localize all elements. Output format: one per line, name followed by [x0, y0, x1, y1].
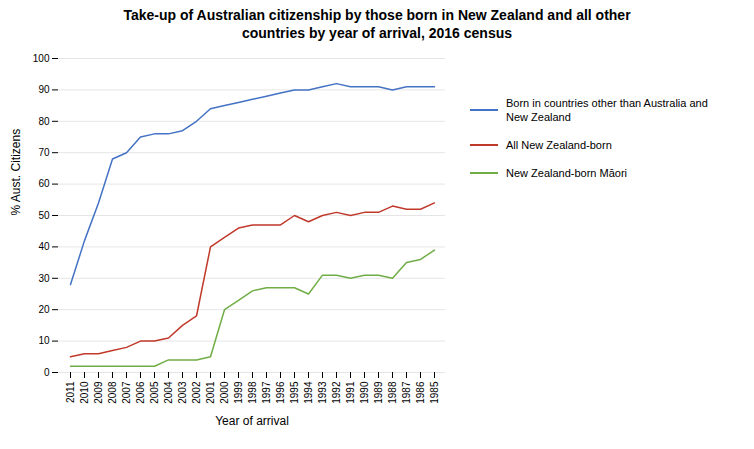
svg-text:2005: 2005: [149, 381, 160, 404]
svg-text:1988: 1988: [387, 381, 398, 404]
svg-text:2008: 2008: [107, 381, 118, 404]
svg-text:1990: 1990: [359, 381, 370, 404]
html-text:Take-up of Australian citizens: Take-up of Australian citizenship by tho…: [123, 7, 631, 41]
svg-text:2011: 2011: [65, 381, 76, 403]
svg-text:1995: 1995: [289, 381, 300, 404]
svg-text:2010: 2010: [79, 381, 90, 404]
svg-text:60: 60: [38, 178, 50, 189]
svg-text:1985: 1985: [429, 381, 440, 404]
svg-text:1989: 1989: [373, 381, 384, 404]
svg-text:1994: 1994: [303, 381, 314, 404]
svg-text:2009: 2009: [93, 381, 104, 404]
svg-text:1992: 1992: [331, 381, 342, 404]
svg-text:50: 50: [38, 210, 50, 221]
svg-text:2000: 2000: [219, 381, 230, 404]
svg-text:90: 90: [38, 84, 50, 95]
svg-text:10: 10: [38, 335, 50, 346]
html-text:All New Zealand-born: All New Zealand-born: [506, 139, 612, 151]
svg-text:2007: 2007: [121, 381, 132, 404]
svg-text:2001: 2001: [205, 381, 216, 404]
svg-text:1993: 1993: [317, 381, 328, 404]
svg-text:20: 20: [38, 304, 50, 315]
svg-text:1987: 1987: [401, 381, 412, 404]
svg-text:1997: 1997: [261, 381, 272, 404]
svg-text:Year of arrival: Year of arrival: [215, 414, 289, 428]
svg-text:2002: 2002: [191, 381, 202, 404]
svg-text:40: 40: [38, 241, 50, 252]
svg-text:1991: 1991: [345, 381, 356, 404]
html-text:Born in countries other than A: Born in countries other than Australia a…: [506, 97, 708, 123]
svg-text:2003: 2003: [177, 381, 188, 404]
svg-text:1996: 1996: [275, 381, 286, 404]
svg-text:30: 30: [38, 273, 50, 284]
svg-text:% Aust. Citizens: % Aust. Citizens: [9, 129, 23, 216]
svg-text:1998: 1998: [247, 381, 258, 404]
svg-text:0: 0: [44, 367, 50, 378]
svg-text:70: 70: [38, 147, 50, 158]
svg-text:1999: 1999: [233, 381, 244, 404]
svg-text:2006: 2006: [135, 381, 146, 404]
svg-text:100: 100: [33, 53, 50, 64]
svg-text:80: 80: [38, 116, 50, 127]
svg-text:2004: 2004: [163, 381, 174, 404]
svg-text:1986: 1986: [415, 381, 426, 404]
html-text:New Zealand-born Māori: New Zealand-born Māori: [506, 167, 628, 179]
